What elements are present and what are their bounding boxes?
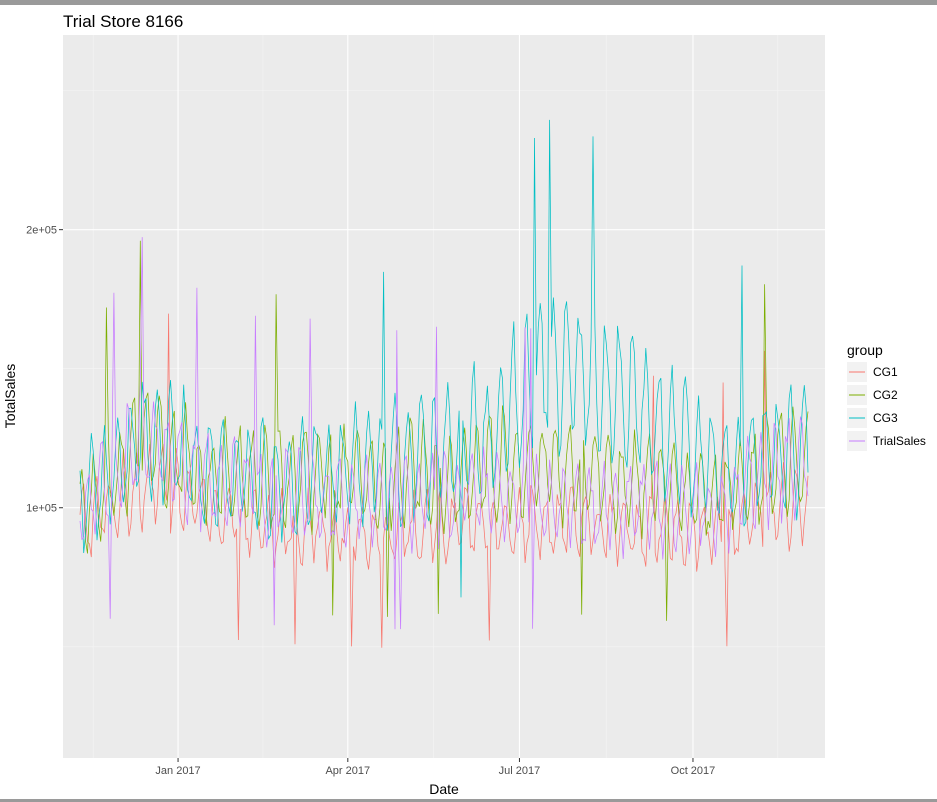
window-top-border bbox=[0, 0, 937, 5]
chart-title: Trial Store 8166 bbox=[63, 12, 183, 31]
x-tick-label: Jul 2017 bbox=[499, 765, 541, 777]
legend-label: CG2 bbox=[873, 388, 898, 402]
series-layer bbox=[79, 119, 809, 648]
y-axis-title: TotalSales bbox=[2, 364, 18, 429]
x-tick-label: Oct 2017 bbox=[671, 765, 716, 777]
window-bottom-border bbox=[0, 799, 937, 802]
grid-major bbox=[63, 35, 825, 758]
plot-panel bbox=[63, 35, 825, 758]
x-axis: Jan 2017 Apr 2017 Jul 2017 Oct 2017 bbox=[155, 758, 715, 777]
legend-label: CG1 bbox=[873, 365, 898, 379]
y-tick-label: 2e+05 bbox=[26, 225, 57, 237]
series-line-cg2 bbox=[79, 240, 809, 621]
y-axis: 1e+05 2e+05 bbox=[26, 225, 63, 515]
legend-title: group bbox=[847, 342, 883, 358]
x-axis-title: Date bbox=[429, 781, 459, 797]
legend-label: CG3 bbox=[873, 411, 898, 425]
legend-label: TrialSales bbox=[873, 434, 926, 448]
x-tick-label: Apr 2017 bbox=[325, 765, 370, 777]
series-line-cg3 bbox=[79, 119, 809, 598]
series-line-trialsales bbox=[79, 237, 809, 630]
x-tick-label: Jan 2017 bbox=[155, 765, 200, 777]
legend: group CG1 CG2 CG3 TrialSales bbox=[847, 342, 926, 451]
series-line-cg1 bbox=[79, 313, 809, 648]
grid-minor bbox=[63, 35, 825, 758]
y-tick-label: 1e+05 bbox=[26, 503, 57, 515]
